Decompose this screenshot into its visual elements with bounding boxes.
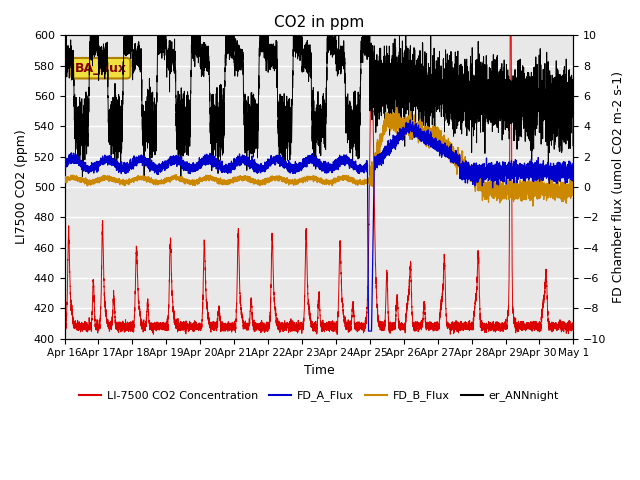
Y-axis label: FD Chamber flux (umol CO2 m-2 s-1): FD Chamber flux (umol CO2 m-2 s-1) xyxy=(612,71,625,303)
Y-axis label: LI7500 CO2 (ppm): LI7500 CO2 (ppm) xyxy=(15,130,28,244)
Legend: LI-7500 CO2 Concentration, FD_A_Flux, FD_B_Flux, er_ANNnight: LI-7500 CO2 Concentration, FD_A_Flux, FD… xyxy=(74,386,563,406)
Text: BA_flux: BA_flux xyxy=(75,62,127,75)
Title: CO2 in ppm: CO2 in ppm xyxy=(274,15,364,30)
X-axis label: Time: Time xyxy=(303,364,334,377)
